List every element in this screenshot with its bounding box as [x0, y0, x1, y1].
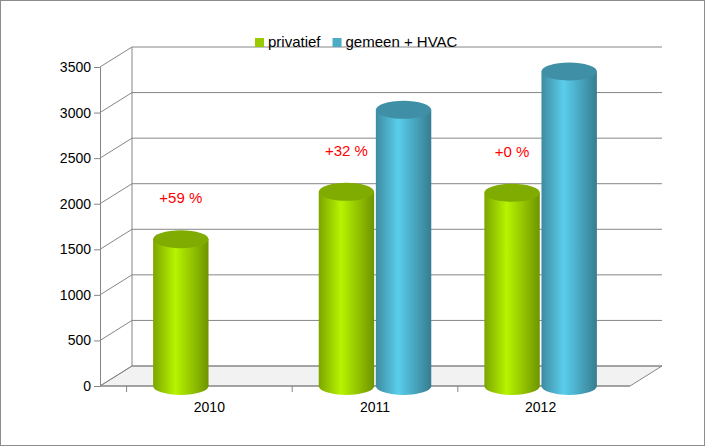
bar-top [153, 230, 208, 248]
y-tick-label: 2000 [60, 196, 91, 212]
legend-item: gemeen + HVAC [333, 33, 458, 50]
x-tick-label: 2010 [194, 399, 225, 415]
y-tick-mark [94, 295, 100, 296]
legend: privatief gemeen + HVAC [255, 33, 458, 50]
x-tick-label: 2012 [525, 399, 556, 415]
bar [541, 63, 596, 395]
bar [484, 184, 539, 395]
annotations: +59 % +32 % +0 % [159, 142, 529, 206]
plot-area [153, 63, 597, 395]
y-tick-label: 3500 [60, 59, 91, 75]
y-tick-mark [94, 158, 100, 159]
y-tick: 1000 [60, 287, 100, 303]
bar-body [484, 193, 539, 386]
y-tick-mark [94, 113, 100, 114]
y-tick-mark [94, 204, 100, 205]
y-tick: 1500 [60, 241, 100, 257]
legend-item: privatief [255, 33, 321, 50]
y-tick-mark [94, 386, 100, 387]
bar-body [541, 72, 596, 386]
y-tick-label: 3000 [60, 105, 91, 121]
legend-swatch [333, 38, 342, 47]
y-axis: 0 500 1000 1500 2000 2500 3000 3500 [60, 59, 101, 394]
y-tick-mark [94, 249, 100, 250]
y-tick: 0 [83, 378, 100, 394]
y-tick: 3500 [60, 59, 100, 75]
bar-top [376, 101, 431, 119]
annotation: +32 % [325, 142, 368, 159]
y-axis-line [94, 68, 101, 387]
back-wall-edge [132, 47, 133, 366]
y-tick: 3000 [60, 105, 100, 121]
bar-body [153, 239, 208, 386]
y-tick: 2500 [60, 150, 100, 166]
bar-top [319, 183, 374, 201]
bar [319, 183, 374, 395]
legend-label: gemeen + HVAC [346, 33, 458, 50]
y-tick-mark [94, 340, 100, 341]
y-tick-label: 0 [83, 378, 91, 394]
x-tick-mark [126, 386, 127, 392]
bar-body [376, 110, 431, 386]
y-tick-label: 1500 [60, 241, 91, 257]
legend-swatch [255, 38, 264, 47]
grid [100, 47, 662, 386]
y-tick-label: 1000 [60, 287, 91, 303]
frame [1, 1, 705, 446]
annotation: +59 % [159, 189, 202, 206]
chart: 0 500 1000 1500 2000 2500 3000 3500 2010 2011 2012… [0, 0, 705, 446]
legend-label: privatief [268, 33, 321, 50]
bar-body [319, 192, 374, 386]
annotation: +0 % [495, 143, 530, 160]
y-tick: 2000 [60, 196, 100, 212]
y-tick: 500 [68, 332, 100, 348]
bar-top [484, 184, 539, 202]
x-tick-mark [292, 386, 293, 392]
bar [376, 101, 431, 395]
y-tick-mark [94, 67, 100, 68]
y-tick-label: 500 [68, 332, 92, 348]
x-tick-mark [457, 386, 458, 392]
bar [153, 230, 208, 395]
y-tick-label: 2500 [60, 150, 91, 166]
bar-top [541, 63, 596, 81]
x-tick-label: 2011 [360, 399, 390, 415]
